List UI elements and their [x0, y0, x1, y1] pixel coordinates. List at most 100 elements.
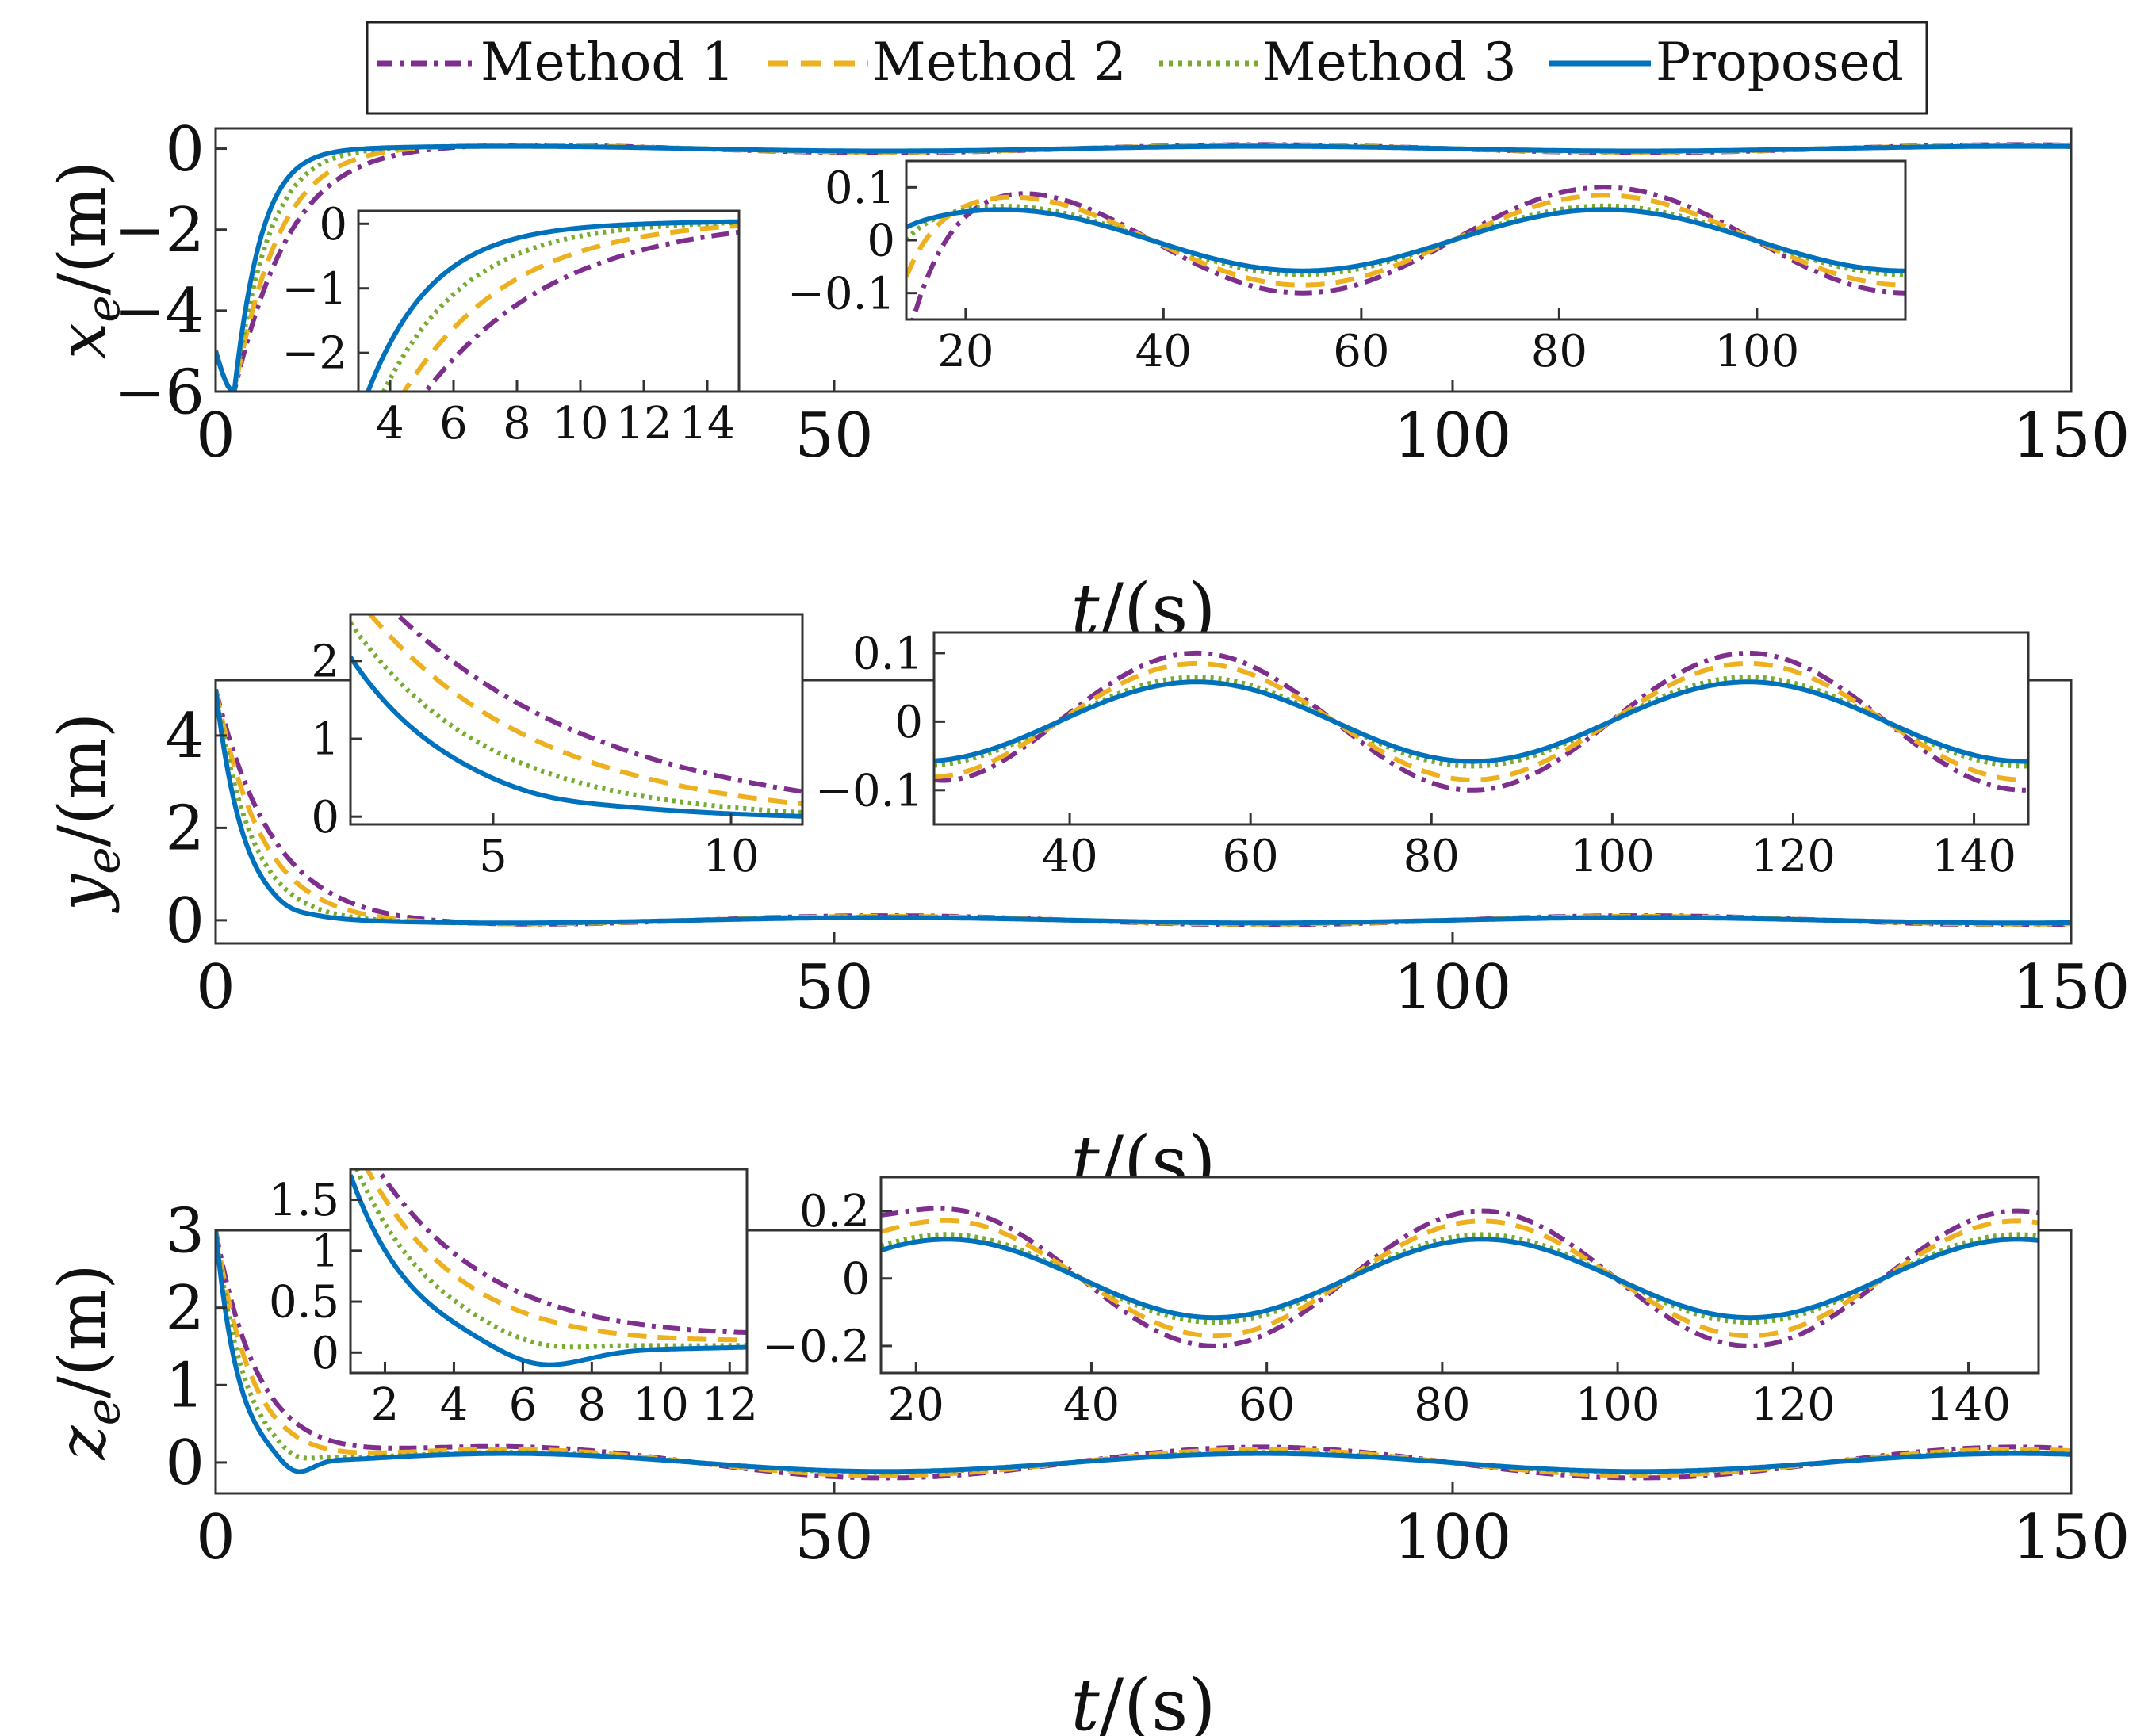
xe-in1-series	[365, 219, 739, 392]
ze-in1-line-proposed	[350, 1174, 747, 1367]
xe-main-xtick-label: 100	[1394, 400, 1512, 472]
xe-in2-xtick-label: 40	[1135, 326, 1192, 377]
ye-ylabel: ye/(m)	[45, 713, 130, 914]
xe-in1-xtick-label: 12	[615, 398, 672, 449]
ye-in2-line-method-2	[934, 660, 2028, 782]
ze-main-line-proposed	[216, 1230, 2071, 1474]
ye-in1-ytick-label: 1	[311, 714, 339, 766]
ze-in2-background	[881, 1177, 2039, 1373]
ze-in2-xtick-label: 100	[1576, 1379, 1660, 1431]
ze-in2-line-proposed	[881, 1237, 2039, 1321]
xe-in2-ytick-label: −0.1	[787, 268, 895, 319]
ye-in1-line-method-1	[393, 614, 802, 794]
ze-ylabel-unit: /(m)	[45, 1264, 121, 1398]
ze-xlabel-unit: /(s)	[1100, 1664, 1216, 1736]
xe-in1-line-proposed	[365, 219, 739, 392]
xe-ylabel-sub: e	[76, 295, 130, 322]
xe-in2-line-method-3	[906, 203, 1905, 277]
ze-main-ytick-label: 2	[165, 1273, 205, 1344]
xe-in2-xtick-label: 20	[937, 326, 994, 377]
xe-in1-xtick-label: 6	[439, 398, 468, 449]
ze-in1-line-method-2	[364, 1169, 747, 1343]
ze-in1-ytick-label: 1	[311, 1226, 339, 1277]
ze-in1-frame	[349, 1168, 749, 1375]
xe-main-ytick-label: −6	[113, 357, 205, 428]
xe-in1-ytick-label: 0	[319, 199, 347, 250]
xe-in1-line-method-3	[381, 220, 739, 392]
xe-ylabel-var: x	[45, 323, 121, 359]
ye-in1-xtick-label: 5	[479, 831, 507, 882]
legend-box	[366, 21, 1928, 115]
legend-entry-method-3: Method 3	[1159, 32, 1517, 93]
ye-in2-xtick-label: 80	[1403, 831, 1460, 882]
ye-in2-background	[934, 633, 2028, 824]
xe-in2-xtick-label: 100	[1714, 326, 1799, 377]
ze-ylabel-sub: e	[76, 1398, 130, 1425]
legend: Method 1 Method 2 Method 3 Proposed	[366, 21, 1928, 115]
ze-in2-line-method-1	[881, 1206, 2039, 1348]
xe-in2-inset: 20 40 60 80 100 0.10−0.1	[787, 159, 1907, 377]
ye-main-xtick-label: 150	[2012, 952, 2131, 1023]
xe-main-xtick-label: 0	[196, 400, 235, 472]
ze-in1-xtick-label: 8	[578, 1379, 607, 1431]
ze-in2-xtick-label: 80	[1414, 1379, 1470, 1431]
ye-main-xtick-label: 50	[794, 952, 873, 1023]
ye-in1-series	[350, 614, 802, 819]
xe-in1-xtick-label: 4	[376, 398, 404, 449]
ye-in1-line-proposed	[350, 656, 802, 819]
xe-main-ytick-label: −2	[113, 195, 205, 266]
xe-in1-frame	[357, 209, 741, 393]
xe-main-xtick-label: 50	[794, 400, 873, 472]
xe-in1-ytick-label: −2	[281, 328, 347, 380]
ye-ylabel-sub: e	[76, 847, 130, 874]
ye-in2-ytick-label: 0.1	[852, 629, 923, 680]
legend-entry-proposed: Proposed	[1549, 32, 1904, 93]
xe-in1-xtick-label: 10	[552, 398, 608, 449]
ye-in2-series	[934, 650, 2028, 793]
ye-in2-xtick-label: 100	[1570, 831, 1655, 882]
legend-label-method-2: Method 2	[872, 32, 1127, 93]
ye-in2-xtick-label: 60	[1223, 831, 1279, 882]
xe-in1-xtick-label: 14	[679, 398, 735, 449]
ze-in1-xtick-label: 12	[702, 1379, 758, 1431]
ze-in2-line-method-2	[881, 1218, 2039, 1339]
ze-main-series	[216, 1230, 2071, 1481]
ze-in2-xtick-label: 40	[1063, 1379, 1120, 1431]
ze-in1-ytick-label: 0.5	[269, 1277, 339, 1329]
legend-label-method-1: Method 1	[481, 32, 735, 93]
ze-in1-line-method-1	[374, 1169, 747, 1335]
ze-xlabel: t/(s)	[1071, 1664, 1216, 1736]
ze-xlabel-var: t	[1071, 1664, 1101, 1736]
ze-in1-inset: 2 4 6 8 10 12 1.510.50	[269, 1168, 758, 1431]
xe-in2-background	[906, 161, 1905, 319]
ze-in2-xtick-label: 140	[1926, 1379, 2011, 1431]
ye-in2-xtick-label: 120	[1751, 831, 1836, 882]
legend-label-proposed: Proposed	[1656, 32, 1904, 93]
ye-in2-xtick-label: 40	[1041, 831, 1097, 882]
ze-main-ytick-label: 3	[165, 1195, 205, 1267]
ze-in1-background	[350, 1169, 747, 1373]
xe-in1-inset: 4 6 8 10 12 14 0 −1 −2	[281, 199, 741, 449]
legend-label-method-3: Method 3	[1262, 32, 1517, 93]
ze-in2-ytick-label: 0	[841, 1253, 870, 1305]
xe-main-xtick-label: 150	[2012, 400, 2131, 472]
ye-in1-xtick-label: 10	[703, 831, 759, 882]
ye-in1-line-method-2	[366, 614, 802, 807]
ze-in1-ytick-label: 0	[311, 1328, 339, 1379]
ze-in2-xtick-label: 120	[1751, 1379, 1836, 1431]
ze-in2-xtick-label: 20	[888, 1379, 944, 1431]
ye-in2-xtick-label: 140	[1932, 831, 2016, 882]
ye-main-ytick-label: 0	[165, 885, 205, 957]
xe-main-ytick-label: −4	[113, 276, 205, 347]
ze-main-ytick-label: 0	[165, 1428, 205, 1499]
ze-in1-xtick-label: 10	[633, 1379, 689, 1431]
ze-main-xtick-label: 150	[2012, 1502, 2131, 1573]
ze-in2-series	[881, 1206, 2039, 1348]
ze-ylabel-var: z	[45, 1424, 121, 1460]
ye-main-ytick-label: 4	[165, 701, 205, 772]
xe-in2-ytick-label: 0	[867, 216, 895, 267]
ze-in2-xtick-label: 60	[1239, 1379, 1295, 1431]
ye-in2-ytick-label: 0	[894, 697, 923, 748]
ye-main-ytick-label: 2	[165, 793, 205, 865]
